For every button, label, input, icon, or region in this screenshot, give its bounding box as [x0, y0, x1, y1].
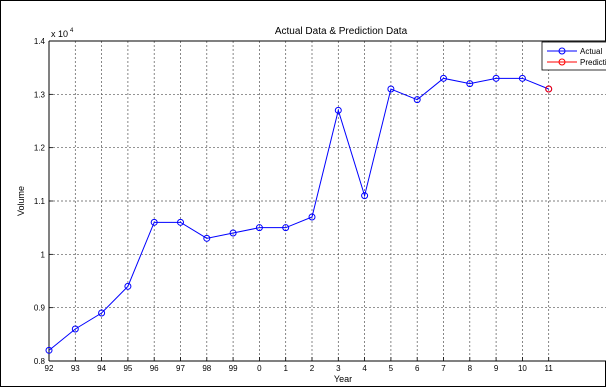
axes [48, 40, 606, 362]
data-point [334, 106, 342, 114]
x-tick-label: 4 [362, 364, 367, 373]
x-tick-label: 92 [45, 364, 54, 373]
x-tick-label: 5 [389, 364, 394, 373]
data-point [308, 213, 316, 221]
data-point [98, 309, 106, 317]
data-point [71, 325, 79, 333]
y-axis-label: Volume [16, 186, 26, 216]
tick-labels: 92 93 94 95 96 97 98 99 0 1 2 3 4 5 6 7 8 9 10 11 0.8 0.9 1 1.1… [34, 37, 554, 373]
x-tick-label: 9 [494, 364, 499, 373]
x-tick-label: 93 [71, 364, 80, 373]
grid [49, 41, 606, 361]
legend-marker [558, 47, 566, 55]
data-point [466, 80, 474, 88]
data-point [440, 74, 447, 82]
x-tick-label: 99 [229, 364, 238, 373]
data-point [282, 224, 290, 232]
x-tick-label: 8 [468, 364, 473, 373]
y-tick-label: 1 [41, 250, 46, 259]
data-point [150, 218, 158, 226]
x-tick-label: 95 [123, 364, 132, 373]
x-tick-label: 3 [336, 364, 341, 373]
x-tick-label: 98 [202, 364, 211, 373]
x-axis-label: Year [334, 374, 352, 384]
legend: Actual Prediction [541, 41, 606, 71]
data-point [124, 282, 132, 290]
data-point [255, 224, 263, 232]
legend-label: Actual [580, 47, 602, 56]
x-tick-label: 10 [518, 364, 527, 373]
legend-box [541, 41, 606, 71]
y-tick-label: 1.4 [34, 37, 46, 46]
data-point [492, 74, 500, 82]
data-point [387, 85, 395, 93]
data-point [413, 96, 421, 104]
y-axis-multiplier: x 10 [51, 29, 68, 39]
y-tick-label: 0.9 [34, 304, 46, 313]
x-tick-label: 11 [545, 364, 554, 373]
chart-title: Actual Data & Prediction Data [275, 26, 408, 37]
x-tick-label: 7 [441, 364, 446, 373]
data-point [518, 74, 526, 82]
data-point [177, 218, 184, 226]
x-tick-label: 6 [415, 364, 420, 373]
x-tick-label: 96 [150, 364, 159, 373]
y-tick-label: 1.2 [34, 144, 46, 153]
x-tick-label: 97 [176, 364, 185, 373]
x-tick-label: 2 [310, 364, 315, 373]
y-tick-label: 1.1 [34, 197, 46, 206]
x-tick-label: 1 [283, 364, 288, 373]
x-tick-label: 0 [257, 364, 262, 373]
y-axis-multiplier-exponent: 4 [70, 28, 74, 34]
data-point [545, 85, 553, 93]
data-point [45, 346, 53, 354]
y-tick-label: 1.3 [34, 90, 46, 99]
legend-label: Prediction [580, 58, 606, 67]
data-point [203, 234, 211, 242]
data-point [361, 192, 369, 200]
x-tick-label: 94 [97, 364, 106, 373]
y-tick-label: 0.8 [34, 357, 46, 366]
data-point [229, 229, 237, 237]
series-line [48, 77, 549, 351]
legend-marker [558, 58, 566, 66]
series-group [45, 74, 553, 354]
